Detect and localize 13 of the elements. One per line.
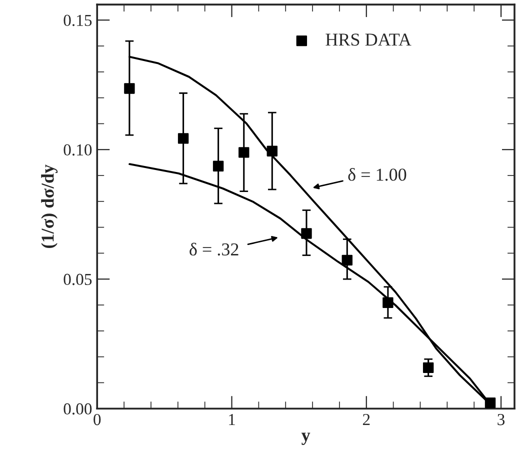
y-tick-label: 0.10 (64, 144, 92, 156)
y-tick-label: 0.05 (64, 274, 92, 286)
y-tick-label: 0.00 (64, 403, 92, 415)
annotation: δ = 1.00 (348, 168, 406, 181)
x-axis-title: y (301, 432, 310, 445)
x-tick-label: 1 (229, 414, 235, 426)
y-axis-title: (1/σ) dσ/dy (41, 164, 58, 248)
y-tick-label: 0.15 (64, 14, 92, 26)
x-tick-label: 3 (498, 414, 505, 426)
x-tick-label: 0 (94, 414, 101, 426)
legend-label: HRS DATA (326, 34, 412, 46)
annotation: δ = .32 (190, 242, 238, 256)
x-tick-label: 2 (362, 414, 370, 426)
